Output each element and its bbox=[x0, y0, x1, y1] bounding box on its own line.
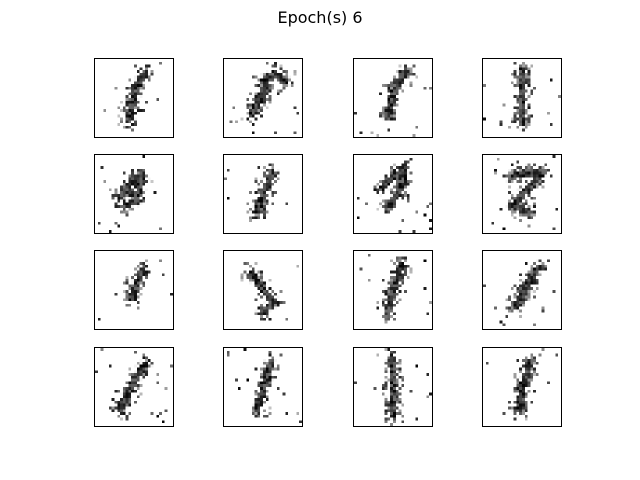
generated-digit-image bbox=[94, 250, 174, 330]
digit-pixels bbox=[97, 155, 162, 233]
generated-digit-image bbox=[94, 347, 174, 427]
generated-digit-image bbox=[94, 58, 174, 138]
digit-pixels bbox=[226, 348, 302, 424]
generated-digit-image bbox=[223, 154, 303, 234]
generated-digit-image bbox=[482, 154, 562, 234]
digit-pixels bbox=[483, 61, 561, 132]
generated-digit-image bbox=[482, 250, 562, 330]
digit-pixels bbox=[103, 61, 162, 132]
generated-digit-image bbox=[223, 347, 303, 427]
figure-title: Epoch(s) 6 bbox=[277, 8, 363, 27]
generated-digit-image bbox=[482, 58, 562, 138]
digit-pixels bbox=[483, 259, 556, 327]
digit-pixels bbox=[95, 348, 173, 424]
digit-pixels bbox=[354, 64, 432, 137]
digit-pixels bbox=[485, 348, 559, 421]
digit-pixels bbox=[224, 163, 289, 222]
generated-digit-image bbox=[353, 58, 433, 138]
digit-pixels bbox=[356, 157, 432, 233]
generated-digit-image bbox=[353, 250, 433, 330]
generated-digit-image bbox=[223, 250, 303, 330]
generated-digit-image bbox=[94, 154, 174, 234]
digit-pixels bbox=[359, 253, 432, 324]
digit-pixels bbox=[354, 348, 432, 426]
digit-pixels bbox=[491, 155, 559, 231]
generated-digit-image bbox=[353, 347, 433, 427]
digit-pixels bbox=[229, 61, 300, 135]
generated-digit-image bbox=[353, 154, 433, 234]
digit-pixels bbox=[97, 259, 173, 321]
digit-pixels bbox=[240, 262, 300, 321]
generated-digit-image bbox=[223, 58, 303, 138]
generated-digit-image bbox=[482, 347, 562, 427]
